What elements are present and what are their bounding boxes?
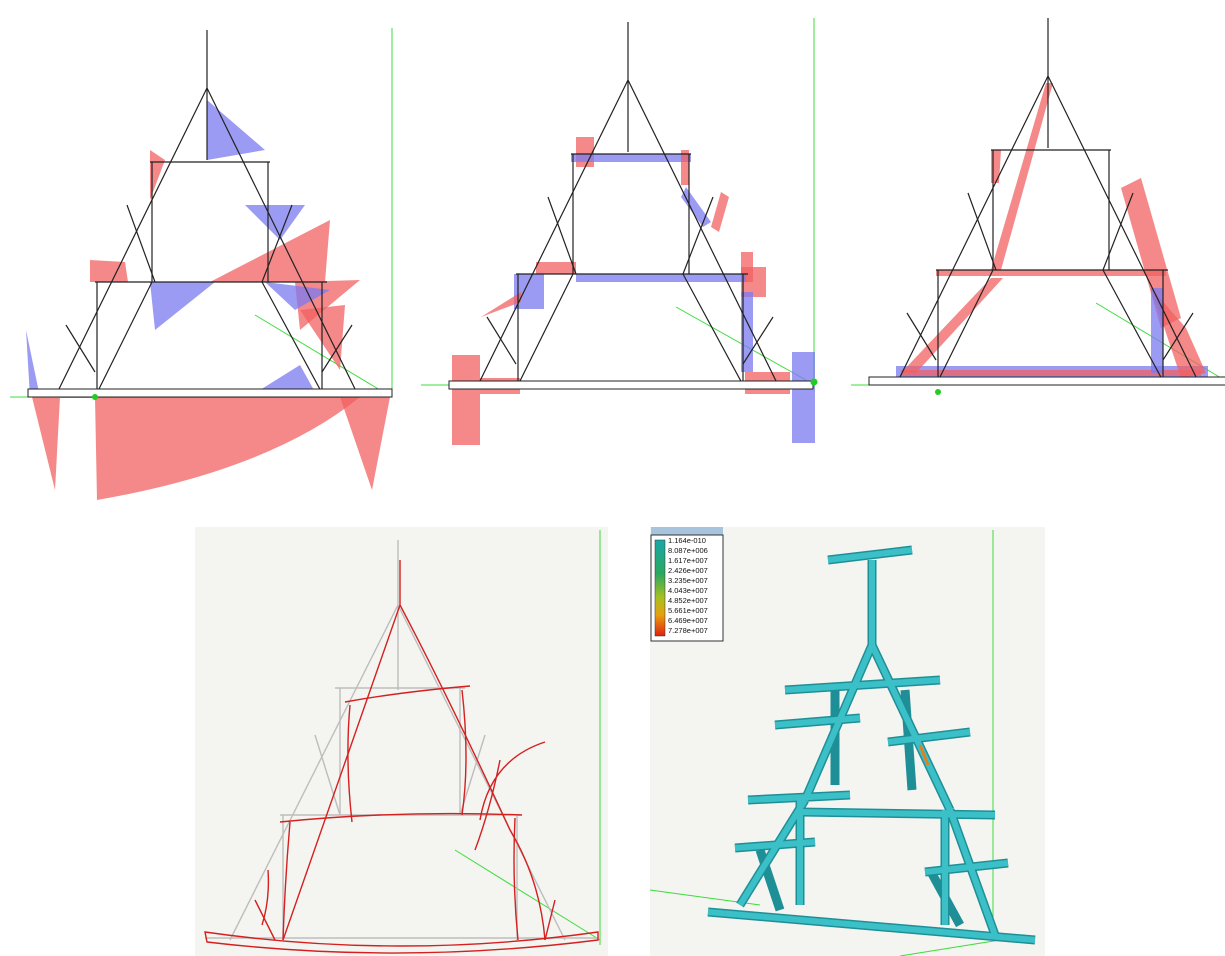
shape [514, 274, 544, 309]
shape [210, 220, 330, 282]
shape [26, 330, 40, 397]
shape [576, 137, 594, 167]
shape [827, 547, 913, 563]
legend-label: 1.617e+007 [668, 556, 708, 565]
legend-label: 8.087e+006 [668, 546, 708, 555]
group [204, 560, 599, 954]
shape [901, 370, 1201, 376]
shape [707, 909, 1036, 943]
shape [869, 643, 953, 812]
legend: 1.164e-0108.087e+0061.617e+0072.426e+007… [650, 527, 724, 642]
shape [481, 292, 521, 317]
shape [1151, 288, 1206, 378]
legend-label: 6.469e+007 [668, 616, 708, 625]
shape [32, 397, 60, 490]
shape [195, 527, 608, 956]
shape [279, 812, 523, 941]
shape [150, 282, 215, 330]
shape [474, 741, 546, 851]
legend-label: 5.661e+007 [668, 606, 708, 615]
shape [792, 352, 815, 443]
shape [397, 604, 566, 941]
group [205, 540, 598, 941]
shape [204, 931, 599, 954]
shape [340, 397, 390, 490]
shape [245, 205, 305, 240]
shape [421, 18, 815, 386]
moment-diagram-2 [421, 18, 818, 445]
shape [654, 539, 666, 637]
moment-diagram-3 [851, 17, 1225, 395]
legend-label: 1.164e-010 [668, 536, 706, 545]
moment-diagram-1 [10, 28, 393, 500]
shape [536, 262, 576, 274]
shape [90, 260, 128, 282]
shape [92, 394, 98, 400]
shape [947, 808, 998, 937]
shape [207, 100, 265, 160]
shape [681, 150, 689, 185]
shape [918, 744, 930, 766]
shape [229, 604, 399, 941]
legend-label: 4.852e+007 [668, 596, 708, 605]
shape [651, 527, 723, 535]
legend-label: 2.426e+007 [668, 566, 708, 575]
shape [254, 869, 556, 941]
shape [784, 677, 941, 693]
legend-label: 4.043e+007 [668, 586, 708, 595]
shape [571, 154, 691, 162]
shape [448, 21, 814, 390]
shape [774, 715, 861, 728]
shape [935, 389, 941, 395]
shape [95, 397, 360, 500]
shape [1151, 288, 1163, 373]
shape [991, 83, 1053, 270]
shape [282, 560, 546, 941]
shape [901, 278, 1003, 373]
shape [344, 685, 471, 823]
shape [936, 270, 1166, 276]
shape [747, 792, 851, 803]
legend-label: 3.235e+007 [668, 576, 708, 585]
deformed-shape [195, 527, 608, 956]
shape [737, 798, 808, 907]
legend-label: 7.278e+007 [668, 626, 708, 635]
group [707, 547, 1036, 943]
shape [454, 530, 601, 945]
shape [1121, 178, 1181, 328]
shape [576, 274, 746, 282]
shape [314, 734, 341, 816]
shape [452, 355, 480, 445]
shape [711, 192, 729, 232]
shape [799, 809, 996, 818]
stress-view: 1.164e-0108.087e+0061.617e+0072.426e+007… [649, 527, 1045, 956]
shape [681, 187, 711, 227]
shape [810, 378, 818, 386]
shape [260, 365, 315, 392]
shape [924, 860, 1009, 875]
shape [887, 729, 971, 745]
shape [265, 282, 330, 310]
